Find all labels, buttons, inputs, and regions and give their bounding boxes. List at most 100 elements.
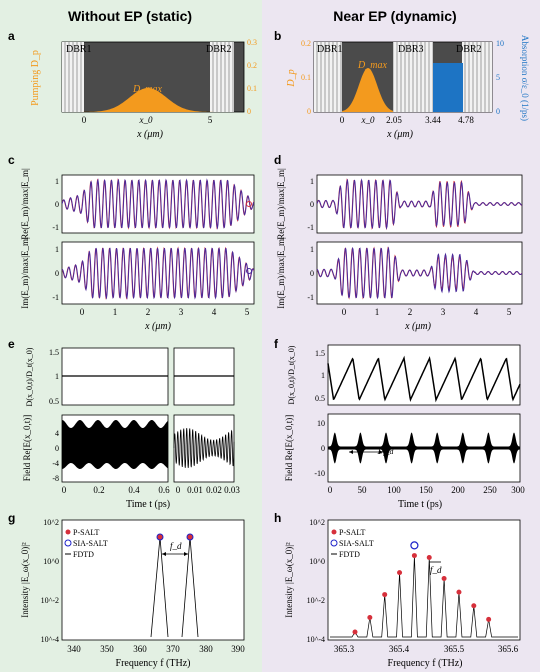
panel-a-dbr1-mirror [62, 42, 84, 112]
panel-h-ytick-1em2: 10^-2 [307, 596, 325, 605]
panel-h-fd-label: f_d [430, 565, 442, 575]
panel-f-population-curve [327, 355, 521, 403]
panel-h-psalt-peak [367, 615, 373, 620]
panel-g-ytick-1e0: 10^0 [43, 557, 59, 566]
panel-g-xtick-370: 370 [166, 644, 180, 654]
panel-d: 1 0 -1 1 0 -1 Re(E_m)/max|E_m| Im(E_m)/m… [276, 168, 523, 332]
panel-c-top-ytick-m1: -1 [52, 223, 59, 232]
panel-h-legend-siasalt-marker [330, 539, 338, 547]
panel-e-ytick-0: 0 [55, 444, 59, 453]
panel-h-ytick-1em4: 10^-4 [307, 635, 325, 644]
panel-d-bot-ytick-1: 1 [310, 245, 314, 254]
panel-g-xtick-340: 340 [67, 644, 81, 654]
panel-f-field-pulses [328, 432, 520, 464]
panel-c-xtick-1: 1 [113, 307, 118, 317]
panel-f-bottom-ylabel: Field Re[E(x_0,t)] [284, 415, 294, 482]
panel-label-f: f [274, 337, 279, 351]
panel-h-psalt-peak [382, 592, 388, 598]
panel-h-ytick-1e2: 10^2 [309, 518, 325, 527]
panel-h-psalt-peak [397, 570, 403, 576]
panel-d-top-ytick-1: 1 [310, 177, 314, 186]
panel-b-xtick-478: 4.78 [458, 115, 474, 125]
panel-g-legend-siasalt-marker [64, 539, 72, 547]
panel-g-peak-2 [186, 533, 194, 541]
panel-c-xtick-3: 3 [179, 307, 184, 317]
right-column-title: Near EP (dynamic) [333, 8, 457, 24]
panel-e-xtick-02: 0.2 [93, 485, 104, 495]
panel-b-dbr1-label: DBR1 [317, 44, 343, 55]
panel-g-axes [61, 519, 245, 641]
panel-f: 1/f_d 1.5 1 0.5 10 0 -10 D(x_0,t)/D_t(x_… [284, 344, 525, 510]
panel-h-xtick-3654: 365.4 [389, 644, 410, 654]
left-column-title: Without EP (static) [67, 8, 193, 24]
panel-b-xlabel: x (μm) [386, 129, 414, 140]
panel-e-field-envelope [62, 420, 168, 469]
panel-b-dmax-label: D_max [357, 60, 387, 71]
panel-g-xtick-350: 350 [100, 644, 114, 654]
panel-a: DBR1 DBR2 D_max Pumping D_p 0 0.1 0.2 0.… [30, 38, 257, 140]
panel-b-xtick-0: 0 [340, 115, 345, 125]
panel-d-bottom-purple-curve [317, 246, 522, 300]
panel-c-bot-ytick-1: 1 [55, 245, 59, 254]
panel-c-bottom-ylabel: Im(E_m)/max|E_m| [20, 237, 30, 309]
panel-a-dbr2-label: DBR2 [206, 44, 232, 55]
panel-h-xtick-3653: 365.3 [334, 644, 355, 654]
panel-b-pump-profile [342, 68, 393, 112]
panel-h-fdtd-curve [330, 555, 518, 638]
panel-h-legend-psalt-marker [331, 529, 337, 535]
panel-a-ytick-0: 0 [247, 107, 251, 116]
panel-f-xtick-200: 200 [451, 485, 465, 495]
panel-a-ytick-3: 0.3 [247, 38, 257, 47]
panel-h-siasalt-marker [410, 541, 419, 550]
panel-a-ylabel: Pumping D_p [30, 50, 41, 106]
panel-f-top-axes [327, 344, 521, 406]
panel-label-e: e [8, 337, 15, 351]
panel-c-top-purple-curve [62, 178, 254, 230]
panel-h-axes [327, 519, 521, 641]
panel-h-legend-siasalt: SIA-SALT [339, 539, 374, 548]
panel-a-dbr1-label: DBR1 [66, 44, 92, 55]
panel-d-top-purple-curve [317, 178, 522, 230]
panel-h: f_d P-SALT SIA-SALT FDTD 10^2 10^0 10^-2… [284, 518, 521, 669]
panel-e-xtick-r0: 0 [176, 485, 181, 495]
panel-h-ytick-1e0: 10^0 [309, 557, 325, 566]
panel-c-top-ylabel: Re(E_m)/max|E_m| [20, 168, 30, 240]
panel-a-dmax-label: D_max [132, 84, 162, 95]
panel-h-legend: P-SALT SIA-SALT FDTD [330, 528, 374, 559]
panel-f-xtick-50: 50 [358, 485, 368, 495]
panel-g-ytick-1em4: 10^-4 [41, 635, 59, 644]
panel-e-ytick-4: 4 [55, 429, 59, 438]
panel-b-ytick-right-1: 5 [496, 73, 500, 82]
panel-b-dbr1-mirror [314, 42, 342, 112]
panel-g: f_d P-SALT SIA-SALT FDTD 10^2 10^0 10^-2… [20, 518, 245, 669]
panel-b-ytick-0: 0 [307, 107, 311, 116]
panel-a-xtick-x0: x_0 [139, 115, 153, 125]
panel-b-ytick-1: 0.1 [301, 73, 311, 82]
panel-f-ytick-m10: -10 [314, 469, 325, 478]
panel-c-xtick-4: 4 [212, 307, 217, 317]
panel-f-arrow-heads [349, 450, 383, 454]
panel-a-xtick-5: 5 [208, 115, 213, 125]
panel-e-xtick-r002: 0.02 [206, 485, 222, 495]
panel-b-dbr3-label: DBR3 [398, 44, 424, 55]
panel-f-ytick-1: 1 [321, 371, 325, 380]
panel-e-bottom-ylabel: Field Re[E(x_0,t)] [22, 415, 32, 482]
panel-h-xtick-3656: 365.6 [498, 644, 519, 654]
panel-label-c: c [8, 153, 15, 167]
panel-label-d: d [274, 153, 281, 167]
panel-f-ytick-15: 1.5 [315, 349, 325, 358]
panel-b-dbr2-mirror [462, 42, 492, 112]
panel-e-top-ylabel: D(x_0,t)/D_t(x_0) [25, 347, 34, 406]
panel-e-ytick-1: 1 [55, 372, 59, 381]
panel-e-xtick-r001: 0.01 [187, 485, 203, 495]
panel-a-dbr2-mirror [210, 42, 234, 112]
panel-b-ylabel-right: Absorption σ/ε_0 (1/ps) [520, 35, 530, 121]
panel-b-xtick-205: 2.05 [386, 115, 402, 125]
panel-f-ytick-05: 0.5 [315, 394, 325, 403]
panel-b-ytick-right-0: 0 [496, 107, 500, 116]
panel-c-bot-ytick-0: 0 [55, 269, 59, 278]
panel-b-xtick-x0: x_0 [361, 115, 375, 125]
panel-h-psalt-peak [471, 603, 477, 609]
panel-e-xtick-06: 0.6 [158, 485, 170, 495]
panel-h-ylabel: Intensity |E_ω(x_0)|² [284, 542, 294, 618]
